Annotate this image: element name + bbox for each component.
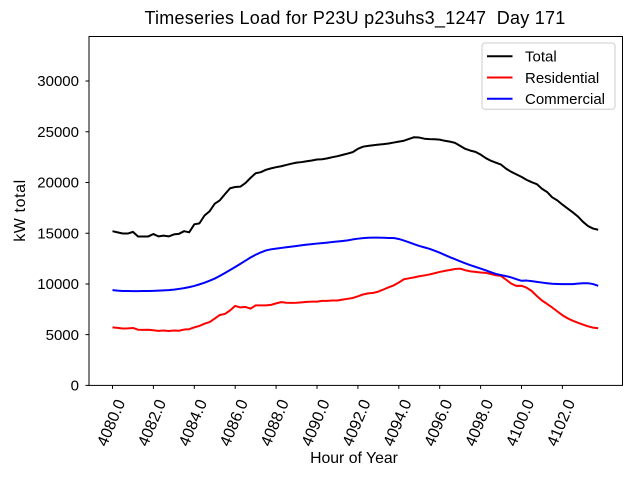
svg-text:Hour of Year: Hour of Year	[310, 450, 398, 467]
svg-text:15000: 15000	[37, 225, 79, 242]
svg-text:kW total: kW total	[12, 179, 29, 242]
svg-text:20000: 20000	[37, 175, 79, 192]
svg-text:Timeseries Load for P23U p23uh: Timeseries Load for P23U p23uhs3_1247 Da…	[144, 8, 565, 29]
svg-text:5000: 5000	[46, 327, 79, 344]
svg-text:Total: Total	[525, 49, 557, 66]
svg-text:Commercial: Commercial	[525, 91, 605, 108]
svg-text:10000: 10000	[37, 276, 79, 293]
svg-text:Residential: Residential	[525, 70, 599, 87]
svg-text:0: 0	[71, 378, 79, 395]
svg-text:25000: 25000	[37, 124, 79, 141]
svg-text:30000: 30000	[37, 73, 79, 90]
